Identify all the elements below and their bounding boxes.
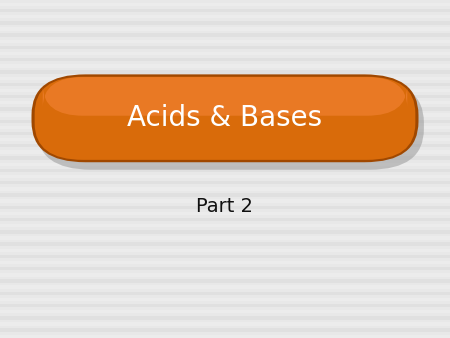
Bar (0, 76, 450, 80)
Bar (0, 267, 450, 270)
Bar (0, 175, 450, 178)
Bar (0, 107, 450, 111)
Bar (0, 286, 450, 289)
Bar (0, 120, 450, 123)
Bar (0, 126, 450, 129)
Bar (0, 199, 450, 203)
Bar (0, 15, 450, 19)
FancyBboxPatch shape (37, 82, 424, 170)
Text: Acids & Bases: Acids & Bases (127, 104, 323, 132)
Bar (0, 101, 450, 104)
Bar (0, 150, 450, 154)
Bar (0, 218, 450, 221)
Bar (0, 261, 450, 264)
Bar (0, 3, 450, 6)
Bar (0, 187, 450, 191)
Bar (0, 70, 450, 74)
FancyBboxPatch shape (43, 77, 407, 116)
Bar (0, 58, 450, 62)
Bar (0, 156, 450, 160)
Bar (0, 21, 450, 25)
Bar (0, 310, 450, 313)
Bar (0, 64, 450, 68)
Bar (0, 9, 450, 12)
Bar (0, 273, 450, 276)
Bar (0, 46, 450, 49)
Bar (0, 144, 450, 147)
Bar (0, 138, 450, 141)
Bar (0, 52, 450, 55)
Bar (0, 242, 450, 246)
Bar (0, 248, 450, 252)
Bar (0, 292, 450, 295)
Bar (0, 279, 450, 283)
Text: Part 2: Part 2 (197, 197, 253, 216)
FancyBboxPatch shape (35, 77, 415, 160)
Bar (0, 132, 450, 135)
Bar (0, 33, 450, 37)
Bar (0, 335, 450, 338)
Bar (0, 163, 450, 166)
Bar (0, 224, 450, 227)
Bar (0, 255, 450, 258)
Bar (0, 329, 450, 332)
Bar (0, 95, 450, 98)
FancyBboxPatch shape (32, 74, 419, 162)
Bar (0, 40, 450, 43)
Bar (0, 236, 450, 240)
Bar (0, 27, 450, 31)
Bar (0, 113, 450, 117)
Bar (0, 212, 450, 215)
Bar (0, 304, 450, 307)
Bar (0, 83, 450, 86)
Bar (0, 316, 450, 319)
Bar (0, 89, 450, 92)
Bar (0, 298, 450, 301)
Bar (0, 193, 450, 197)
Bar (0, 169, 450, 172)
Bar (0, 181, 450, 184)
Bar (0, 206, 450, 209)
Bar (0, 230, 450, 234)
Bar (0, 322, 450, 326)
